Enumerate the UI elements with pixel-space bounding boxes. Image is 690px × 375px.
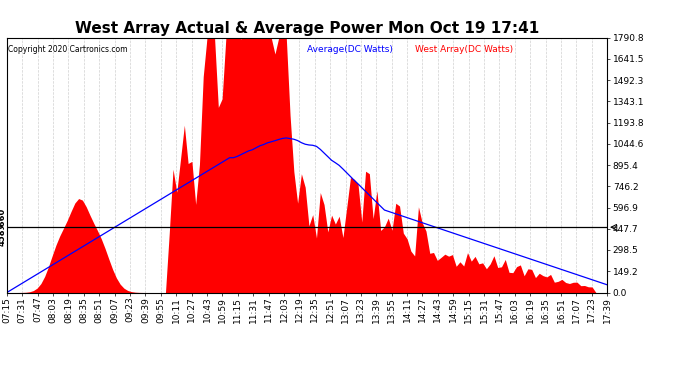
Text: Copyright 2020 Cartronics.com: Copyright 2020 Cartronics.com: [8, 45, 128, 54]
Text: Average(DC Watts): Average(DC Watts): [307, 45, 393, 54]
Title: West Array Actual & Average Power Mon Oct 19 17:41: West Array Actual & Average Power Mon Oc…: [75, 21, 539, 36]
Text: 458.660: 458.660: [0, 208, 6, 246]
Text: West Array(DC Watts): West Array(DC Watts): [415, 45, 513, 54]
